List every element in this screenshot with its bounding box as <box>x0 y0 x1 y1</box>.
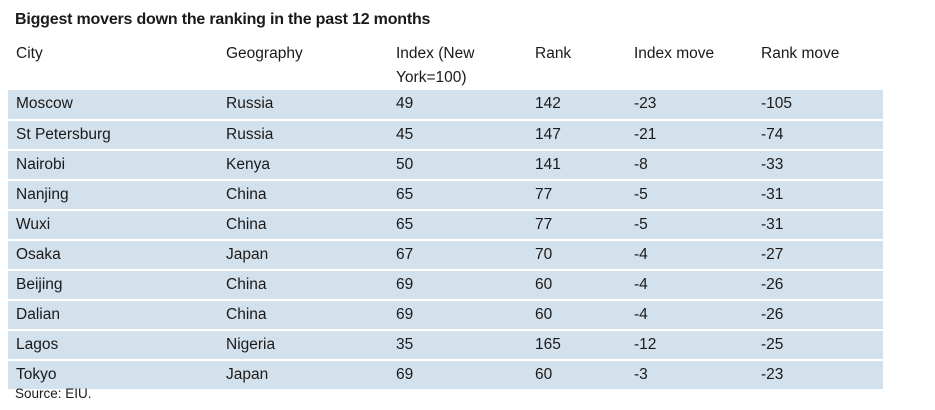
table-row: Moscow Russia 49 142 -23 -105 <box>8 90 883 121</box>
cell-rank: 60 <box>527 269 626 301</box>
cell-rank: 141 <box>527 149 626 181</box>
cell-rank-move: -74 <box>753 119 883 151</box>
cell-geography: China <box>218 179 388 211</box>
cell-city: Moscow <box>8 90 218 121</box>
cell-index-move: -4 <box>626 299 753 331</box>
cell-index: 45 <box>388 119 527 151</box>
cell-rank-move: -105 <box>753 90 883 121</box>
cell-index-move: -21 <box>626 119 753 151</box>
cell-index: 50 <box>388 149 527 181</box>
cell-rank: 60 <box>527 299 626 331</box>
header-index: Index (New York=100) <box>396 45 475 86</box>
cell-geography: China <box>218 299 388 331</box>
header-geography: Geography <box>226 45 303 62</box>
cell-index-move: -23 <box>626 90 753 121</box>
cell-rank-move: -33 <box>753 149 883 181</box>
table-row: Wuxi China 65 77 -5 -31 <box>8 209 883 241</box>
cell-rank-move: -27 <box>753 239 883 271</box>
cell-city: Tokyo <box>8 359 218 389</box>
cell-geography: Russia <box>218 90 388 121</box>
table-row: Nairobi Kenya 50 141 -8 -33 <box>8 149 883 181</box>
cell-rank-move: -25 <box>753 329 883 361</box>
cell-rank-move: -23 <box>753 359 883 389</box>
movers-table: City Geography Index (New York=100) Rank… <box>8 38 883 389</box>
table-row: Dalian China 69 60 -4 -26 <box>8 299 883 331</box>
cell-city: Nairobi <box>8 149 218 181</box>
table-row: Beijing China 69 60 -4 -26 <box>8 269 883 301</box>
cell-rank-move: -31 <box>753 179 883 211</box>
table-row: Lagos Nigeria 35 165 -12 -25 <box>8 329 883 361</box>
cell-rank: 165 <box>527 329 626 361</box>
cell-index-move: -4 <box>626 269 753 301</box>
cell-index: 65 <box>388 209 527 241</box>
cell-geography: China <box>218 269 388 301</box>
cell-geography: Japan <box>218 239 388 271</box>
cell-city: Wuxi <box>8 209 218 241</box>
table-row: Tokyo Japan 69 60 -3 -23 <box>8 359 883 389</box>
table-row: Nanjing China 65 77 -5 -31 <box>8 179 883 211</box>
cell-city: Lagos <box>8 329 218 361</box>
cell-geography: Kenya <box>218 149 388 181</box>
header-index-move: Index move <box>634 45 715 62</box>
cell-rank: 147 <box>527 119 626 151</box>
cell-rank: 60 <box>527 359 626 389</box>
cell-rank: 77 <box>527 179 626 211</box>
header-rank: Rank <box>535 45 572 62</box>
cell-city: St Petersburg <box>8 119 218 151</box>
cell-city: Dalian <box>8 299 218 331</box>
cell-index: 69 <box>388 359 527 389</box>
cell-index-move: -4 <box>626 239 753 271</box>
cell-geography: Nigeria <box>218 329 388 361</box>
cell-index: 65 <box>388 179 527 211</box>
cell-geography: China <box>218 209 388 241</box>
header-city: City <box>16 45 43 62</box>
table-header: City Geography Index (New York=100) Rank… <box>8 38 883 90</box>
cell-rank: 142 <box>527 90 626 121</box>
header-rank-move: Rank move <box>761 45 840 62</box>
header-row: City Geography Index (New York=100) Rank… <box>8 38 883 90</box>
cell-rank-move: -31 <box>753 209 883 241</box>
source-note: Source: EIU. <box>15 386 92 401</box>
cell-city: Osaka <box>8 239 218 271</box>
cell-index: 49 <box>388 90 527 121</box>
cell-index-move: -12 <box>626 329 753 361</box>
cell-index: 69 <box>388 269 527 301</box>
cell-geography: Russia <box>218 119 388 151</box>
cell-index: 69 <box>388 299 527 331</box>
cell-rank: 77 <box>527 209 626 241</box>
cell-rank-move: -26 <box>753 269 883 301</box>
table-row: Osaka Japan 67 70 -4 -27 <box>8 239 883 271</box>
cell-index: 35 <box>388 329 527 361</box>
table-title: Biggest movers down the ranking in the p… <box>15 11 431 28</box>
cell-geography: Japan <box>218 359 388 389</box>
cell-index-move: -5 <box>626 209 753 241</box>
cell-city: Beijing <box>8 269 218 301</box>
cell-index: 67 <box>388 239 527 271</box>
cell-index-move: -8 <box>626 149 753 181</box>
cell-rank-move: -26 <box>753 299 883 331</box>
cell-index-move: -3 <box>626 359 753 389</box>
table-body: Moscow Russia 49 142 -23 -105 St Petersburg Rus… <box>8 90 883 389</box>
cell-rank: 70 <box>527 239 626 271</box>
table-row: St Petersburg Russia 45 147 -21 -74 <box>8 119 883 151</box>
cell-city: Nanjing <box>8 179 218 211</box>
cell-index-move: -5 <box>626 179 753 211</box>
